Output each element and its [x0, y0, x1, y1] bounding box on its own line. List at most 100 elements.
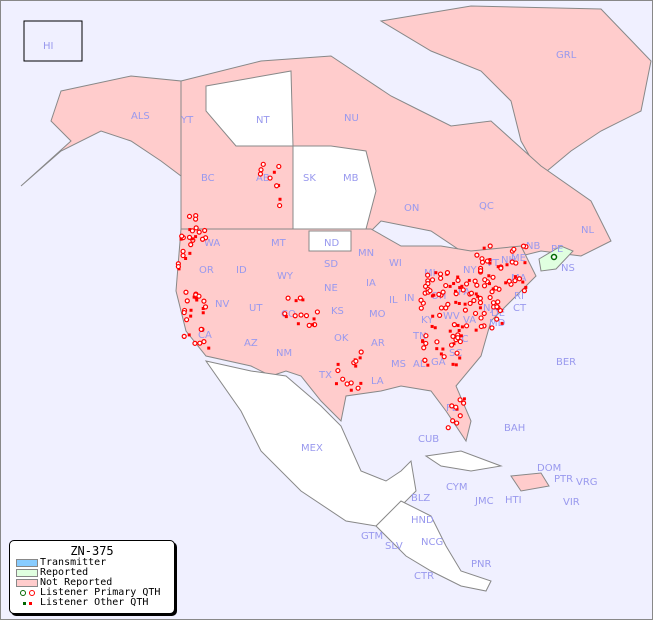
listener-primary-marker	[487, 294, 493, 301]
listener-other-marker	[189, 314, 193, 318]
region-label: NL	[581, 225, 594, 236]
listener-other-marker	[474, 292, 478, 296]
region-label: VIR	[563, 497, 580, 508]
listener-primary-marker	[490, 300, 497, 306]
listener-primary-marker	[450, 418, 456, 424]
legend-item-transmitter: Transmitter	[10, 558, 174, 568]
region-label: ALS	[131, 111, 150, 122]
listener-other-marker	[474, 328, 478, 332]
listener-other-marker	[179, 237, 183, 241]
listener-primary-marker	[260, 161, 266, 167]
listener-primary-marker	[276, 163, 282, 170]
listener-primary-marker	[273, 183, 280, 189]
listener-primary-marker	[427, 288, 433, 294]
region-label: WY	[277, 271, 294, 282]
listener-other-marker	[496, 265, 500, 269]
listener-other-marker	[435, 347, 439, 351]
listener-other-marker	[454, 363, 458, 367]
listener-primary-marker	[340, 376, 346, 382]
listener-primary-marker	[184, 298, 190, 304]
listener-primary-marker	[436, 291, 442, 298]
listener-other-marker	[358, 356, 362, 360]
listener-primary-marker	[474, 252, 480, 258]
region-label: CA	[198, 330, 212, 341]
listener-other-marker	[452, 342, 456, 346]
listener-other-marker	[500, 321, 504, 325]
listener-primary-marker	[201, 298, 207, 304]
listener-other-marker	[463, 302, 467, 306]
region-label: AL	[413, 359, 426, 370]
listener-other-marker	[476, 294, 480, 298]
alaska	[20, 75, 182, 187]
listener-primary-marker	[454, 420, 460, 426]
region-label: NY	[463, 265, 477, 276]
region-label: LA	[371, 376, 384, 387]
listener-primary-marker	[506, 278, 512, 284]
listener-primary-marker	[478, 315, 484, 321]
listener-other-marker	[441, 347, 445, 351]
not-reported-swatch	[16, 579, 38, 587]
listener-other-marker	[458, 356, 462, 360]
legend-item-other-qth: Listener Other QTH	[10, 598, 174, 608]
region-label: NU	[344, 113, 359, 124]
listener-primary-marker	[180, 252, 186, 259]
region-label: AR	[371, 338, 385, 349]
listener-primary-marker	[186, 213, 193, 220]
listener-other-marker	[359, 381, 363, 385]
listener-other-marker	[459, 334, 463, 338]
listener-other-marker	[189, 308, 193, 312]
legend: ZN-375 Transmitter Reported Not Reported…	[9, 540, 175, 614]
region-label: UT	[249, 303, 263, 314]
listener-primary-marker	[467, 300, 473, 307]
listener-primary-marker	[292, 313, 298, 319]
region-label: NJ	[483, 303, 493, 314]
listener-primary-marker	[513, 260, 519, 266]
listener-primary-marker	[451, 322, 457, 328]
region-label: AZ	[244, 338, 258, 349]
listener-primary-marker	[482, 277, 488, 283]
listener-primary-marker	[487, 243, 493, 249]
region-label: RI	[514, 291, 524, 302]
listener-primary-marker	[197, 340, 203, 346]
listener-other-marker	[524, 285, 528, 289]
region-label: CO	[281, 309, 296, 320]
region-label: VT	[486, 258, 500, 269]
listener-other-marker	[201, 307, 205, 311]
nd	[308, 230, 352, 252]
listener-other-marker	[188, 228, 192, 232]
region-label: PTR	[554, 474, 573, 485]
listener-primary-marker	[179, 233, 185, 239]
listener-other-marker	[457, 329, 461, 333]
mexico	[204, 360, 417, 527]
listener-primary-marker	[201, 338, 207, 345]
region-label: NV	[215, 299, 229, 310]
hawaii-inset	[23, 20, 83, 62]
listener-primary-marker	[344, 381, 350, 387]
region-label: CTR	[414, 571, 434, 582]
region-label: MN	[358, 248, 374, 259]
legend-title: ZN-375	[70, 544, 114, 558]
region-label: IN	[404, 293, 414, 304]
listener-other-marker	[456, 323, 460, 327]
listener-primary-marker	[425, 272, 431, 278]
listener-primary-marker	[181, 309, 187, 316]
listener-primary-marker	[463, 281, 470, 287]
listener-primary-marker	[443, 282, 449, 289]
listener-primary-marker	[285, 295, 291, 301]
listener-other-marker	[336, 362, 340, 366]
listener-other-marker	[454, 289, 458, 293]
listener-primary-marker	[495, 299, 501, 305]
listener-primary-marker	[189, 228, 196, 234]
listener-primary-marker	[186, 234, 193, 240]
region-label: JMC	[474, 496, 494, 507]
region-label: NCG	[421, 537, 443, 548]
listener-primary-marker	[193, 225, 199, 231]
listener-primary-marker	[478, 323, 484, 330]
listener-primary-marker	[192, 340, 198, 346]
listener-primary-marker	[478, 268, 484, 274]
listener-other-marker	[272, 170, 276, 174]
listener-other-marker	[187, 333, 191, 337]
region-label: PA	[458, 287, 470, 298]
region-label: YT	[180, 115, 194, 126]
